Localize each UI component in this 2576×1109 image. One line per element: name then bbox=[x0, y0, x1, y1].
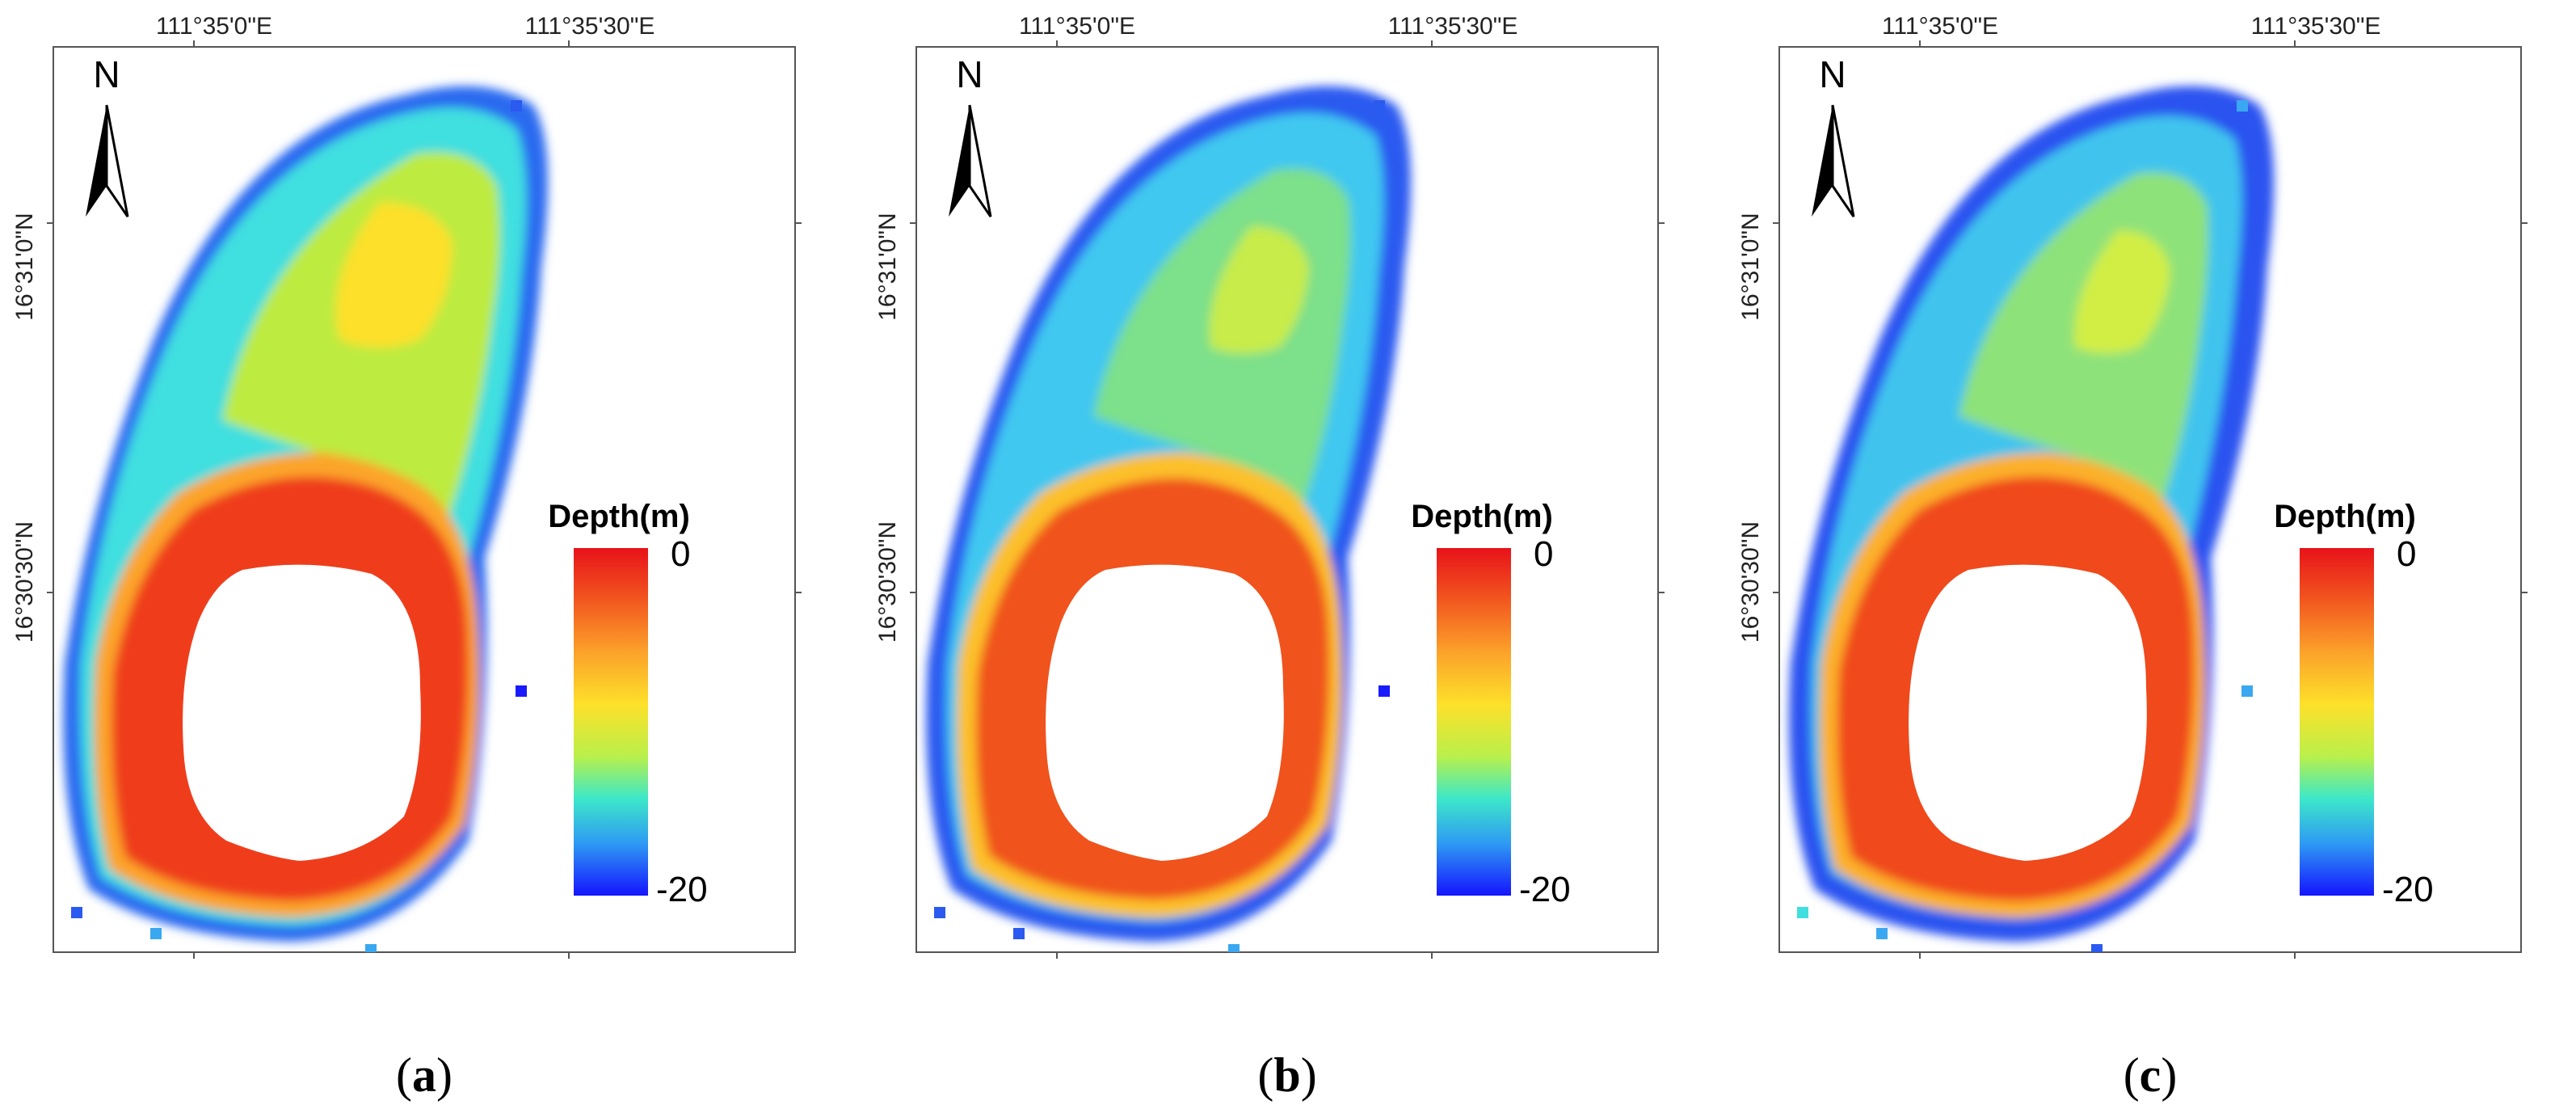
lat-label-2: 16°30'30"N bbox=[11, 521, 38, 643]
depth-legend: Depth(m) 0 -20 bbox=[1411, 499, 1570, 909]
legend-max: 0 bbox=[671, 534, 690, 574]
panel-caption: (c) bbox=[2124, 1048, 2178, 1102]
lagoon bbox=[183, 564, 421, 861]
lat-label-1: 16°31'0"N bbox=[874, 213, 901, 320]
legend-title: Depth(m) bbox=[1411, 499, 1553, 534]
north-arrow: N bbox=[86, 53, 129, 217]
north-arrow: N bbox=[949, 53, 992, 217]
lat-label-2: 16°30'30"N bbox=[874, 521, 901, 643]
lat-label-2: 16°30'30"N bbox=[1737, 521, 1764, 643]
north-arrow: N bbox=[1812, 53, 1855, 217]
panel-b: 111°35'0"E 111°35'30"E 16°31'0"N 16°30'3… bbox=[874, 13, 1665, 1102]
legend-min: -20 bbox=[2382, 870, 2434, 909]
legend-title: Depth(m) bbox=[548, 499, 690, 534]
lat-label-1: 16°31'0"N bbox=[1737, 213, 1764, 320]
lon-label-1: 111°35'0"E bbox=[156, 13, 272, 40]
lon-label-2: 111°35'30"E bbox=[2251, 13, 2381, 40]
lat-label-1: 16°31'0"N bbox=[11, 213, 38, 320]
color-bar bbox=[574, 548, 648, 896]
legend-title: Depth(m) bbox=[2274, 499, 2416, 534]
north-label: N bbox=[93, 53, 120, 95]
legend-min: -20 bbox=[1519, 870, 1571, 909]
lagoon bbox=[1909, 564, 2147, 861]
lon-label-1: 111°35'0"E bbox=[1019, 13, 1135, 40]
panel-c: 111°35'0"E 111°35'30"E 16°31'0"N 16°30'3… bbox=[1737, 13, 2528, 1102]
depth-legend: Depth(m) 0 -20 bbox=[2274, 499, 2433, 909]
legend-min: -20 bbox=[656, 870, 708, 909]
isolated-pixels bbox=[934, 100, 1390, 952]
lon-label-1: 111°35'0"E bbox=[1882, 13, 1998, 40]
north-label: N bbox=[1819, 53, 1846, 95]
isolated-pixels bbox=[1797, 100, 2253, 952]
legend-max: 0 bbox=[2397, 534, 2416, 574]
panel-a: 111°35'0"E 111°35'30"E 16°31'0"N 16°30'3… bbox=[11, 13, 802, 1102]
color-bar bbox=[2300, 548, 2374, 896]
legend-max: 0 bbox=[1534, 534, 1553, 574]
panel-caption: (a) bbox=[396, 1048, 452, 1102]
north-label: N bbox=[956, 53, 983, 95]
color-bar bbox=[1437, 548, 1511, 896]
isolated-pixels bbox=[71, 100, 527, 952]
lon-label-2: 111°35'30"E bbox=[525, 13, 655, 40]
depth-legend: Depth(m) 0 -20 bbox=[548, 499, 707, 909]
lon-label-2: 111°35'30"E bbox=[1388, 13, 1518, 40]
panel-caption: (b) bbox=[1257, 1048, 1316, 1102]
lagoon bbox=[1046, 564, 1284, 861]
